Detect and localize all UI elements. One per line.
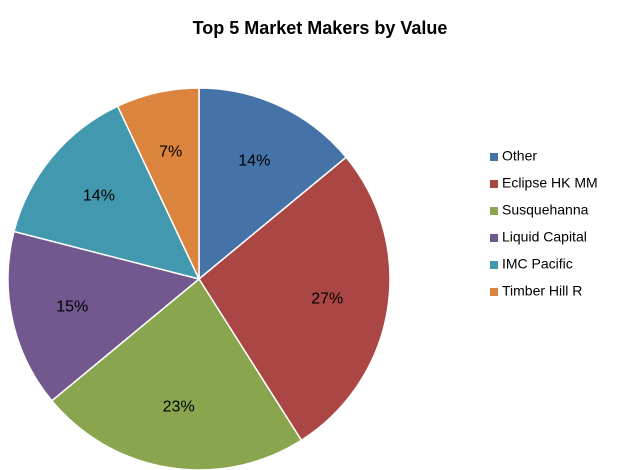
legend-swatch xyxy=(490,288,498,296)
legend-swatch xyxy=(490,180,498,188)
chart-title: Top 5 Market Makers by Value xyxy=(193,18,448,38)
legend-swatch xyxy=(490,261,498,269)
legend-label: Susquehanna xyxy=(502,202,589,218)
data-label: 14% xyxy=(83,187,115,204)
pie-slice xyxy=(50,277,303,470)
pie-slice xyxy=(7,230,201,402)
legend-label: Other xyxy=(502,148,537,164)
legend-swatch xyxy=(490,207,498,215)
data-label: 7% xyxy=(159,143,182,160)
legend-label: Eclipse HK MM xyxy=(502,175,598,191)
legend-swatch xyxy=(490,153,498,161)
data-label: 14% xyxy=(238,153,270,170)
legend-label: IMC Pacific xyxy=(502,256,573,272)
data-label: 23% xyxy=(163,398,195,415)
data-label: 27% xyxy=(311,291,343,308)
data-label: 15% xyxy=(56,299,88,316)
legend-label: Timber Hill R xyxy=(502,283,582,299)
pie-slice xyxy=(13,105,201,281)
pie-slice xyxy=(116,87,200,280)
pie-slice xyxy=(198,156,391,442)
legend-label: Liquid Capital xyxy=(502,229,587,245)
pie-slice xyxy=(198,87,348,281)
legend-swatch xyxy=(490,234,498,242)
